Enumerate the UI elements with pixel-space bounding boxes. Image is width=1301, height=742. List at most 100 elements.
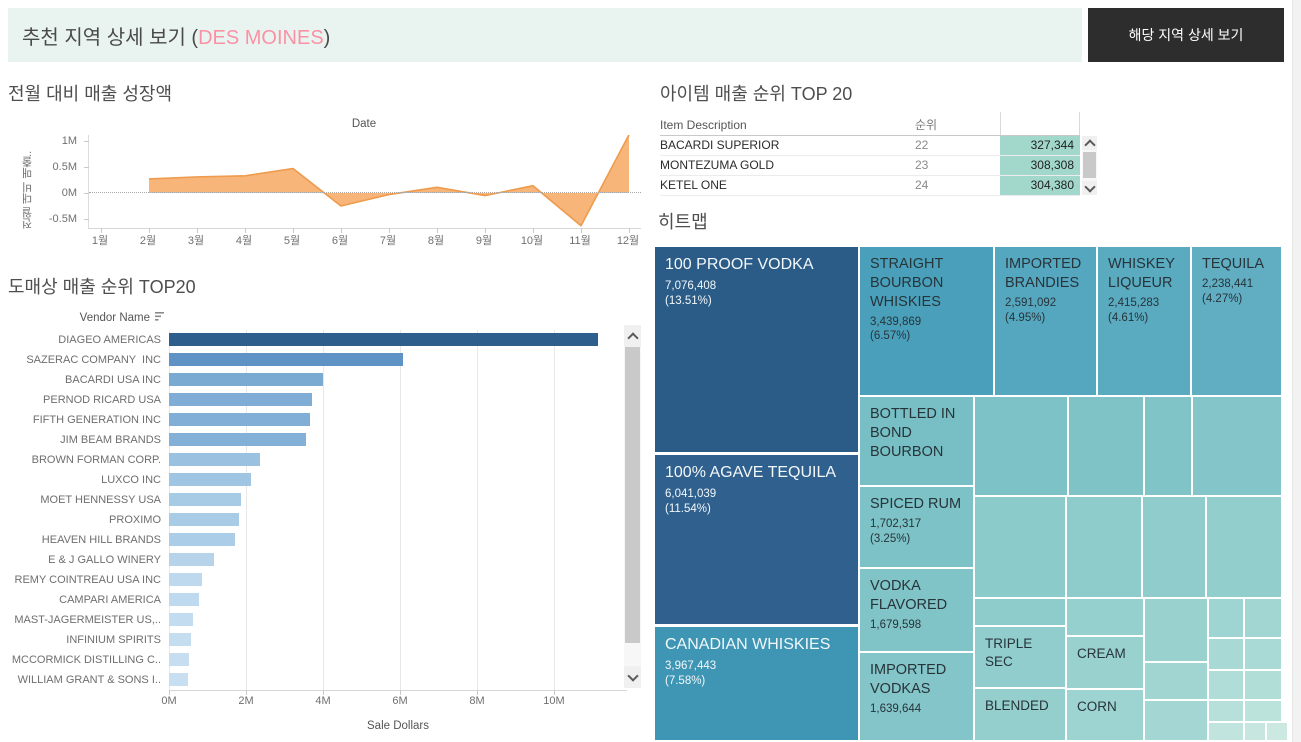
treemap-cell[interactable]: 100 PROOF VODKA 7,076,408 (13.51%) bbox=[655, 247, 858, 452]
item-table-scrollbar[interactable] bbox=[1082, 136, 1097, 195]
treemap-cell[interactable] bbox=[1207, 497, 1281, 597]
column-header-rank[interactable]: 순위 bbox=[915, 118, 938, 132]
x-tick bbox=[389, 228, 390, 233]
treemap-cell[interactable]: BLENDED bbox=[975, 689, 1065, 740]
vendor-bar[interactable] bbox=[169, 393, 312, 406]
vendor-chart-scrollbar[interactable] bbox=[624, 325, 641, 688]
scrollbar-thumb[interactable] bbox=[1083, 152, 1096, 178]
scroll-up-button[interactable] bbox=[624, 325, 641, 347]
treemap-cell[interactable]: VODKA FLAVORED 1,679,598 bbox=[860, 569, 973, 651]
treemap-cell[interactable] bbox=[1145, 397, 1191, 495]
vendor-bar[interactable] bbox=[169, 493, 241, 506]
treemap-cell[interactable] bbox=[975, 397, 1067, 495]
scroll-down-button[interactable] bbox=[624, 666, 641, 688]
vendor-bar[interactable] bbox=[169, 673, 188, 686]
treemap-cell-value: 6,041,039 bbox=[665, 487, 717, 500]
treemap-cell[interactable]: TRIPLE SEC bbox=[975, 627, 1065, 687]
zero-reference-line bbox=[89, 192, 641, 193]
chevron-up-icon bbox=[626, 331, 639, 344]
treemap-cell[interactable] bbox=[975, 497, 1065, 597]
treemap-cell[interactable] bbox=[1245, 723, 1265, 740]
treemap-cell[interactable] bbox=[1245, 671, 1281, 699]
page-scrollbar[interactable] bbox=[1292, 0, 1301, 742]
region-detail-button[interactable]: 해당 지역 상세 보기 bbox=[1088, 8, 1284, 62]
treemap-cell[interactable] bbox=[1245, 599, 1281, 637]
chevron-down-icon bbox=[1083, 180, 1096, 193]
vendor-bar[interactable] bbox=[169, 413, 310, 426]
treemap-cell[interactable] bbox=[1069, 397, 1143, 495]
gridline bbox=[169, 330, 170, 690]
vendor-bar[interactable] bbox=[169, 553, 214, 566]
treemap-cell[interactable] bbox=[1209, 599, 1243, 637]
vendor-bar[interactable] bbox=[169, 533, 235, 546]
vendor-bar[interactable] bbox=[169, 593, 199, 606]
scroll-down-button[interactable] bbox=[1082, 180, 1097, 195]
vendor-bar[interactable] bbox=[169, 653, 189, 666]
x-tick-label: 9월 bbox=[475, 235, 493, 247]
table-row[interactable]: KETEL ONE 24 304,380 bbox=[660, 176, 1080, 196]
vendor-bar[interactable] bbox=[169, 513, 239, 526]
sort-descending-icon[interactable] bbox=[154, 311, 165, 325]
vendor-bar[interactable] bbox=[169, 433, 306, 446]
vendor-label: PERNOD RICARD USA bbox=[43, 394, 161, 406]
vendor-label: MOET HENNESSY USA bbox=[40, 494, 161, 506]
treemap-cell-name: VODKA FLAVORED bbox=[870, 578, 948, 613]
treemap-cell[interactable] bbox=[1245, 701, 1281, 721]
table-row[interactable]: BACARDI SUPERIOR 22 327,344 bbox=[660, 136, 1080, 156]
column-header-item-description[interactable]: Item Description bbox=[660, 118, 747, 132]
scroll-up-button[interactable] bbox=[1082, 136, 1097, 151]
vendor-bar[interactable] bbox=[169, 353, 403, 366]
vendor-bar[interactable] bbox=[169, 573, 202, 586]
vendor-label: PROXIMO bbox=[109, 514, 161, 526]
growth-area-chart[interactable] bbox=[84, 135, 641, 233]
treemap-cell[interactable]: CANADIAN WHISKIES 3,967,443 (7.58%) bbox=[655, 627, 858, 740]
treemap-cell[interactable] bbox=[1145, 701, 1207, 740]
treemap-cell[interactable] bbox=[1209, 639, 1243, 669]
treemap-cell[interactable]: IMPORTED VODKAS 1,639,644 bbox=[860, 653, 973, 740]
treemap-cell[interactable]: TEQUILA 2,238,441 (4.27%) bbox=[1192, 247, 1281, 395]
vendor-bar[interactable] bbox=[169, 453, 260, 466]
treemap-cell[interactable] bbox=[1209, 701, 1243, 721]
table-column-divider bbox=[1000, 112, 1001, 135]
y-tick bbox=[84, 193, 89, 194]
x-tick bbox=[169, 690, 170, 695]
treemap-cell[interactable] bbox=[1067, 599, 1143, 635]
treemap-cell[interactable] bbox=[1209, 723, 1243, 740]
region-name: DES MOINES bbox=[198, 26, 324, 49]
treemap-cell[interactable] bbox=[1209, 671, 1243, 699]
treemap-cell[interactable]: STRAIGHT BOURBON WHISKIES 3,439,869 (6.57%… bbox=[860, 247, 993, 395]
treemap-cell[interactable]: BOTTLED IN BOND BOURBON bbox=[860, 397, 973, 485]
item-name-cell: KETEL ONE bbox=[660, 178, 727, 192]
treemap-cell[interactable]: WHISKEY LIQUEUR 2,415,283 (4.61%) bbox=[1098, 247, 1190, 395]
treemap-cell[interactable]: CREAM bbox=[1067, 637, 1143, 688]
vendor-label: HEAVEN HILL BRANDS bbox=[41, 534, 161, 546]
scrollbar-thumb[interactable] bbox=[625, 347, 640, 643]
treemap-cell[interactable] bbox=[1193, 397, 1281, 495]
table-row[interactable]: MONTEZUMA GOLD 23 308,308 bbox=[660, 156, 1080, 176]
treemap-cell[interactable] bbox=[975, 599, 1065, 625]
treemap-cell[interactable]: 100% AGAVE TEQUILA 6,041,039 (11.54%) bbox=[655, 455, 858, 624]
vendor-x-axis-title: Sale Dollars bbox=[367, 720, 429, 732]
vendor-bar[interactable] bbox=[169, 613, 193, 626]
treemap-cell[interactable] bbox=[1145, 663, 1207, 699]
treemap-cell[interactable] bbox=[1143, 497, 1205, 597]
treemap-cell-value: 3,439,869 bbox=[870, 315, 922, 328]
treemap-cell[interactable] bbox=[1067, 497, 1141, 597]
vendor-column-header[interactable]: Vendor Name bbox=[0, 311, 165, 325]
treemap-cell[interactable] bbox=[1145, 599, 1207, 661]
column-header-value[interactable] bbox=[1000, 115, 1080, 135]
vendor-bar-chart[interactable] bbox=[169, 330, 627, 695]
treemap-cell[interactable]: IMPORTED BRANDIES 2,591,092 (4.95%) bbox=[995, 247, 1096, 395]
treemap-cell-name: 100 PROOF VODKA bbox=[665, 256, 814, 273]
treemap-cell[interactable] bbox=[1245, 639, 1281, 669]
treemap-cell-name: TRIPLE SEC bbox=[985, 636, 1033, 669]
vendor-bar[interactable] bbox=[169, 473, 251, 486]
vendor-label: LUXCO INC bbox=[101, 474, 161, 486]
heatmap-treemap: 100 PROOF VODKA 7,076,408 (13.51%) 100% AGA… bbox=[655, 247, 1287, 740]
vendor-bar[interactable] bbox=[169, 633, 191, 646]
treemap-cell[interactable] bbox=[1267, 723, 1287, 740]
vendor-bar[interactable] bbox=[169, 373, 323, 386]
treemap-cell[interactable]: CORN bbox=[1067, 690, 1143, 740]
treemap-cell[interactable]: SPICED RUM 1,702,317 (3.25%) bbox=[860, 487, 973, 567]
vendor-bar[interactable] bbox=[169, 333, 598, 346]
